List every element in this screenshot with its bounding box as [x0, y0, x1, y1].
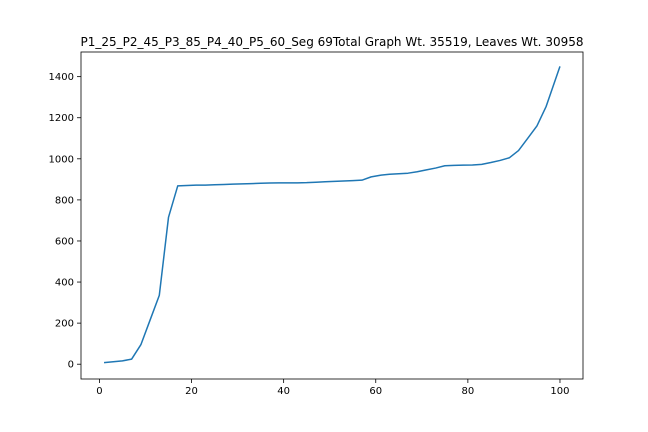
y-tick-label-600: 600	[55, 236, 74, 247]
y-tick-label-800: 800	[55, 195, 74, 206]
chart-title: P1_25_P2_45_P3_85_P4_40_P5_60_Seg 69Tota…	[80, 35, 583, 49]
axes-frame	[80, 51, 584, 380]
y-tick-label-1000: 1000	[49, 154, 74, 165]
x-tick-label-80: 80	[461, 386, 474, 397]
series-line-0	[103, 66, 561, 364]
y-tick-label-0: 0	[68, 360, 74, 371]
y-tick-label-200: 200	[55, 319, 74, 330]
x-tick-label-40: 40	[277, 386, 290, 397]
x-tick-label-60: 60	[369, 386, 382, 397]
y-tick-label-400: 400	[55, 278, 74, 289]
y-tick-label-1400: 1400	[49, 72, 74, 83]
y-tick-label-1200: 1200	[49, 113, 74, 124]
x-tick-label-0: 0	[96, 386, 102, 397]
x-tick-label-20: 20	[185, 386, 198, 397]
x-tick-label-100: 100	[550, 386, 569, 397]
